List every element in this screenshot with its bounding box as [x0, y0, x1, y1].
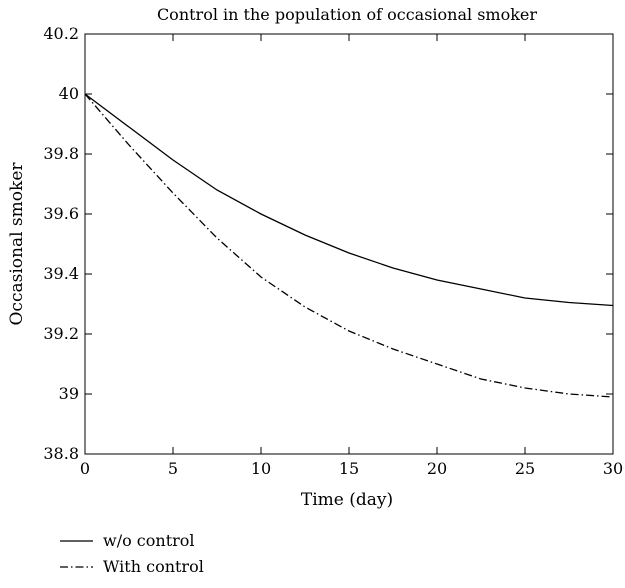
- series-layer: [84, 93, 614, 398]
- x-tick-label: 30: [603, 459, 623, 478]
- legend: w/o control With control: [60, 531, 204, 576]
- y-tick-label: 40.2: [43, 24, 79, 43]
- plot-area: 0 5 10 15 20 25 30 38.8 39 39.2 39.4 39.6 39.8 40 40.2: [43, 24, 623, 478]
- series-line-1: [84, 93, 614, 307]
- x-tick-label: 20: [427, 459, 447, 478]
- legend-label-2: With control: [103, 557, 204, 576]
- y-tick-label: 38.8: [43, 444, 79, 463]
- x-tick-label: 10: [251, 459, 271, 478]
- x-tick-label: 25: [515, 459, 535, 478]
- x-axis-label: Time (day): [301, 490, 393, 510]
- x-tick-label: 5: [168, 459, 178, 478]
- axis-ticks: 0 5 10 15 20 25 30 38.8 39 39.2 39.4 39.6 39.8 40 40.2: [43, 24, 623, 478]
- y-tick-label: 39.4: [43, 264, 79, 283]
- series-line-2: [84, 93, 614, 398]
- y-tick-label: 39.6: [43, 204, 79, 223]
- y-tick-label: 40: [59, 84, 79, 103]
- y-tick-label: 39.8: [43, 144, 79, 163]
- x-tick-label: 15: [339, 459, 359, 478]
- plot-frame: [84, 33, 614, 455]
- y-tick-label: 39: [59, 384, 79, 403]
- chart-title: Control in the population of occasional …: [157, 5, 537, 24]
- x-tick-label: 0: [80, 459, 90, 478]
- y-axis-label: Occasional smoker: [7, 162, 27, 326]
- legend-label-1: w/o control: [103, 531, 195, 550]
- y-tick-label: 39.2: [43, 324, 79, 343]
